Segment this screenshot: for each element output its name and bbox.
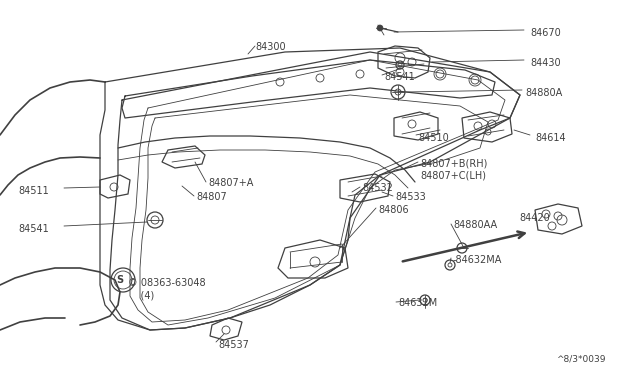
Text: 84632M: 84632M (398, 298, 437, 308)
Text: 84541: 84541 (384, 72, 415, 82)
Text: 84510: 84510 (418, 133, 449, 143)
Text: 84614: 84614 (535, 133, 566, 143)
Text: 84541: 84541 (18, 224, 49, 234)
Circle shape (377, 25, 383, 31)
Text: (4): (4) (128, 291, 154, 301)
Text: 84807+C(LH): 84807+C(LH) (420, 171, 486, 181)
Text: 84533: 84533 (395, 192, 426, 202)
Text: 84511: 84511 (18, 186, 49, 196)
Text: 84430: 84430 (530, 58, 561, 68)
Text: 84537: 84537 (218, 340, 249, 350)
Text: 84807: 84807 (196, 192, 227, 202)
Text: 84807+A: 84807+A (208, 178, 253, 188)
Text: -84632MA: -84632MA (453, 255, 502, 265)
Text: ^8/3*0039: ^8/3*0039 (556, 355, 605, 364)
Text: 84806: 84806 (378, 205, 408, 215)
Text: 84300: 84300 (255, 42, 285, 52)
Text: 84532: 84532 (362, 183, 393, 193)
Text: 84880AA: 84880AA (453, 220, 497, 230)
Text: S: S (116, 275, 124, 285)
Text: 84670: 84670 (530, 28, 561, 38)
Text: 84880A: 84880A (525, 88, 563, 98)
Text: 84807+B(RH): 84807+B(RH) (420, 158, 488, 168)
Text: 84420: 84420 (519, 213, 550, 223)
Text: © 08363-63048: © 08363-63048 (128, 278, 205, 288)
